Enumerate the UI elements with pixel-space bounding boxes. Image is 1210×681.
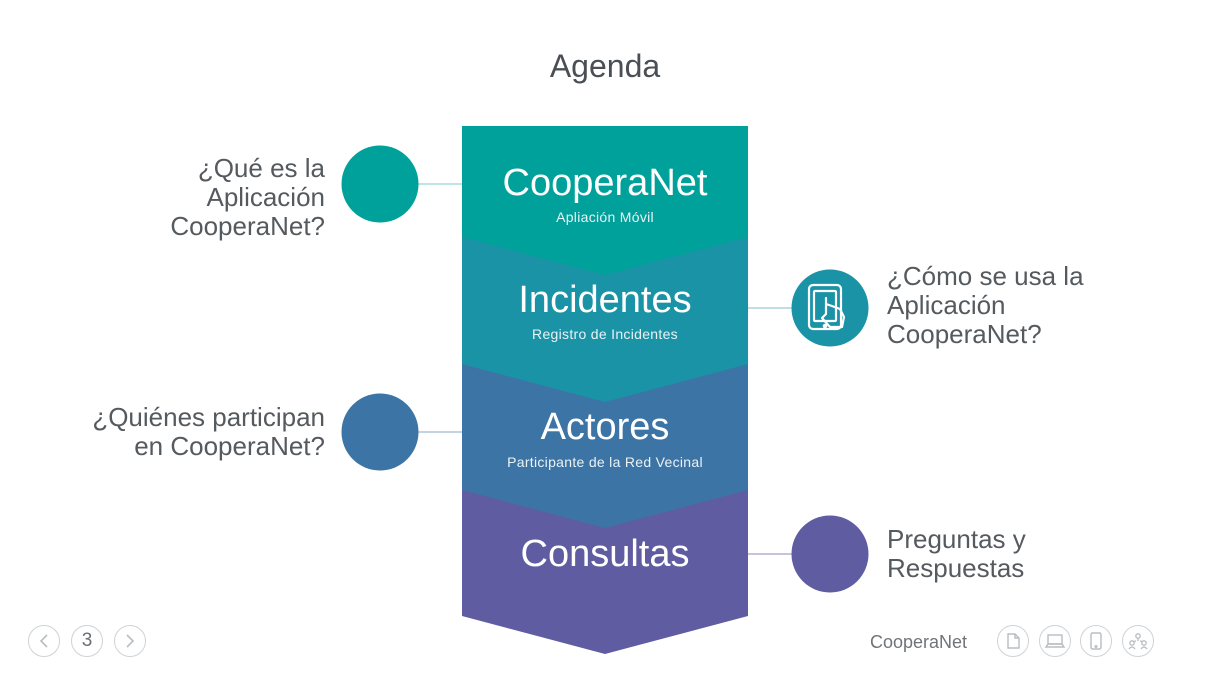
question-4: Preguntas y Respuestas	[887, 524, 1026, 583]
segment-subtitle-actores: Participante de la Red Vecinal	[507, 454, 703, 470]
segment-title-actores: Actores	[540, 406, 670, 448]
segment-shape-incidentes	[462, 235, 748, 402]
segment-title-incidentes: Incidentes	[518, 279, 692, 321]
page-title: Agenda	[549, 48, 661, 84]
segment-title-cooperanet: CooperaNet	[502, 162, 708, 204]
page-number-badge: 3	[71, 625, 103, 657]
people-network-icon	[1128, 633, 1148, 650]
question-2: ¿Cómo se usa la Aplicación CooperaNet?	[887, 261, 1084, 349]
footer-laptop-button[interactable]	[1039, 625, 1071, 657]
circle-3	[341, 393, 419, 471]
segment-shape-actores	[462, 362, 748, 528]
footer-document-button[interactable]	[997, 625, 1029, 657]
circle-1	[341, 145, 419, 223]
circle-4	[791, 515, 869, 593]
prev-slide-button[interactable]	[28, 625, 60, 657]
laptop-icon	[1044, 634, 1066, 648]
circle-2	[791, 269, 869, 347]
question-3: ¿Quiénes participan en CooperaNet?	[92, 402, 325, 461]
segment-subtitle-incidentes: Registro de Incidentes	[532, 326, 678, 342]
brand-label: CooperaNet	[870, 632, 968, 652]
next-slide-button[interactable]	[114, 625, 146, 657]
segment-subtitle-cooperanet: Apliación Móvil	[556, 209, 654, 225]
page-number: 3	[81, 630, 93, 651]
tablet-icon	[1090, 632, 1102, 650]
tablet-touch-icon	[807, 283, 846, 331]
segment-title-consultas: Consultas	[520, 533, 690, 575]
chevron-right-icon	[126, 634, 135, 648]
segment-shape-consultas	[462, 488, 748, 654]
chevron-left-icon	[39, 634, 48, 648]
segment-shape-cooperanet	[462, 126, 748, 275]
question-1: ¿Qué es la Aplicación CooperaNet?	[170, 153, 325, 241]
document-icon	[1007, 633, 1020, 649]
footer-tablet-button[interactable]	[1080, 625, 1112, 657]
footer-people-button[interactable]	[1122, 625, 1154, 657]
